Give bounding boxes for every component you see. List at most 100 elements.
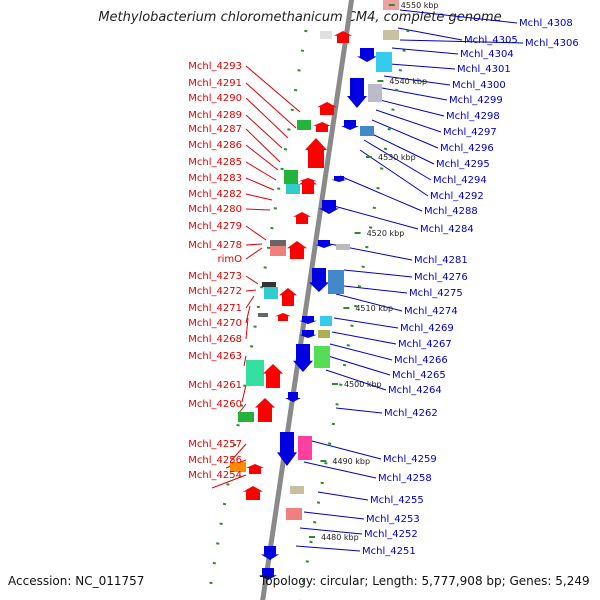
scale-mark: 4540 kbp (377, 77, 427, 86)
leader-line (307, 439, 382, 460)
leader-line (245, 128, 281, 163)
leader-line (245, 114, 283, 149)
leader-line (397, 27, 463, 41)
gene-label-reverse: Mchl_4301 (457, 64, 511, 75)
gene-label-forward: Mchl_4282 (188, 189, 242, 200)
gene-box (286, 508, 302, 520)
leader-line (245, 161, 277, 181)
leader-line (245, 295, 255, 309)
leader-line (399, 9, 518, 24)
leader-line (327, 355, 391, 376)
gene-box (320, 31, 332, 39)
gene-label-forward: Mchl_4287 (188, 124, 242, 135)
scale-label: 4510 kbp (355, 304, 393, 313)
gene-label-reverse: Mchl_4255 (370, 495, 424, 506)
gene-arrow-forward (255, 398, 275, 422)
gene-box (314, 346, 330, 368)
gene-arrow-forward (279, 288, 297, 306)
leader-line (389, 63, 456, 70)
gene-arrow-reverse (285, 392, 301, 402)
gene-arrow-forward (246, 464, 264, 474)
leader-line (329, 343, 393, 361)
leader-line (245, 247, 263, 260)
gene-label-forward: rimO (217, 254, 242, 265)
gene-box (376, 52, 392, 72)
gene-label-reverse: Mchl_4253 (366, 514, 420, 525)
scale-label: 4550 kbp (401, 1, 439, 10)
gene-label-reverse: Mchl_4266 (394, 355, 448, 366)
gene-arrow-forward (263, 364, 283, 388)
gene-arrow-reverse (299, 330, 317, 338)
gene-label-forward: Mchl_4286 (188, 140, 242, 151)
scale-mark: 4490 kbp (320, 457, 370, 466)
gene-label-forward: Mchl_4293 (188, 61, 242, 72)
gene-arrow-forward (299, 178, 317, 186)
gene-label-reverse: Mchl_4300 (452, 80, 506, 91)
leader-line (245, 208, 271, 211)
gene-label-forward: Mchl_4270 (188, 318, 242, 329)
leader-line (229, 443, 247, 463)
gene-arrow-reverse (293, 344, 313, 372)
gene-label-forward: Mchl_4280 (188, 204, 242, 215)
leader-line (241, 384, 247, 403)
gene-label-reverse: Mchl_4296 (440, 143, 494, 154)
gene-label-reverse: Mchl_4276 (414, 272, 468, 283)
gene-label-reverse: Mchl_4269 (400, 323, 454, 334)
leader-line (245, 144, 279, 171)
leader-line (383, 75, 451, 86)
gene-arrow-forward (287, 241, 307, 259)
gene-label-forward: Mchl_4260 (188, 399, 242, 410)
gene-label-reverse: Mchl_4265 (392, 370, 446, 381)
gene-label-forward: Mchl_4289 (188, 110, 242, 121)
gene-box (318, 330, 330, 338)
gc-content-track (206, 29, 410, 600)
gene-label-reverse: Mchl_4259 (383, 454, 437, 465)
leader-line (211, 474, 247, 489)
gene-box (298, 436, 312, 460)
gene-arrow-reverse (341, 120, 359, 130)
gene-box (262, 282, 276, 287)
scale-marks: 4550 kbp 4540 kbp 4530 kbp 4520 kbp 4510 kbp… (309, 1, 439, 542)
scale-label: 4530 kbp (378, 153, 416, 162)
gene-arrow-reverse (319, 200, 339, 214)
gene-label-forward: Mchl_4257 (188, 439, 242, 450)
leader-line (399, 39, 524, 44)
gene-box (230, 462, 246, 472)
gene-label-forward: Mchl_4283 (188, 173, 242, 184)
gene-box (320, 316, 332, 326)
gene-label-reverse: Mchl_4299 (449, 95, 503, 106)
gene-label-forward: Mchl_4278 (188, 240, 242, 251)
gene-arrow-forward (293, 212, 311, 224)
topology-text: Topology: circular; Length: 5,777,908 bp… (260, 574, 590, 588)
gene-label-forward: Mchl_4263 (188, 351, 242, 362)
gene-label-forward: Mchl_4272 (188, 286, 242, 297)
leader-line (245, 317, 249, 340)
gene-label-reverse: Mchl_4288 (424, 206, 478, 217)
leader-line (245, 97, 289, 139)
gene-label-reverse: Mchl_4281 (414, 255, 468, 266)
gene-label-reverse: Mchl_4258 (378, 473, 432, 484)
scale-mark: 4510 kbp (343, 304, 393, 313)
leader-line (333, 317, 399, 329)
gene-label-forward: Mchl_4268 (188, 334, 242, 345)
gene-label-forward: Mchl_4290 (188, 93, 242, 104)
scale-label: 4540 kbp (389, 77, 427, 86)
leader-line (245, 225, 267, 241)
gene-label-forward: Mchl_4254 (188, 470, 242, 481)
gene-label-reverse: Mchl_4267 (398, 339, 452, 350)
gene-label-reverse: Mchl_4298 (446, 111, 500, 122)
leader-line (303, 511, 365, 520)
leader-line (245, 275, 259, 285)
gene-arrow-reverse (259, 568, 277, 580)
leader-line (295, 545, 361, 552)
scale-label: 4500 kbp (344, 380, 382, 389)
leader-line (299, 527, 363, 535)
gene-box (284, 170, 298, 184)
leader-line (363, 139, 432, 181)
gene-label-reverse: Mchl_4304 (460, 49, 514, 60)
leader-line (381, 87, 448, 101)
gene-box (290, 486, 304, 494)
gene-arrow-reverse (299, 316, 317, 324)
gene-box (336, 244, 350, 250)
